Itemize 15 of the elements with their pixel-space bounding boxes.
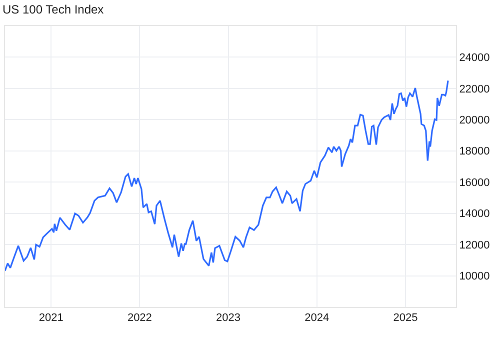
line-series bbox=[5, 80, 449, 272]
x-tick-label: 2025 bbox=[393, 312, 418, 324]
x-tick-label: 2022 bbox=[127, 312, 152, 324]
y-tick-label: 18000 bbox=[459, 146, 490, 158]
x-tick-label: 2023 bbox=[216, 312, 241, 324]
x-tick-label: 2021 bbox=[38, 312, 64, 324]
y-tick-label: 20000 bbox=[459, 114, 490, 127]
y-tick-label: 16000 bbox=[459, 176, 490, 189]
y-tick-label: 14000 bbox=[459, 208, 490, 220]
y-tick-label: 10000 bbox=[459, 270, 490, 283]
y-tick-label: 22000 bbox=[459, 83, 490, 96]
y-tick-label: 24000 bbox=[459, 52, 490, 64]
chart-title: US 100 Tech Index bbox=[2, 2, 104, 17]
y-tick-label: 12000 bbox=[459, 239, 490, 252]
x-tick-label: 2024 bbox=[304, 312, 330, 324]
